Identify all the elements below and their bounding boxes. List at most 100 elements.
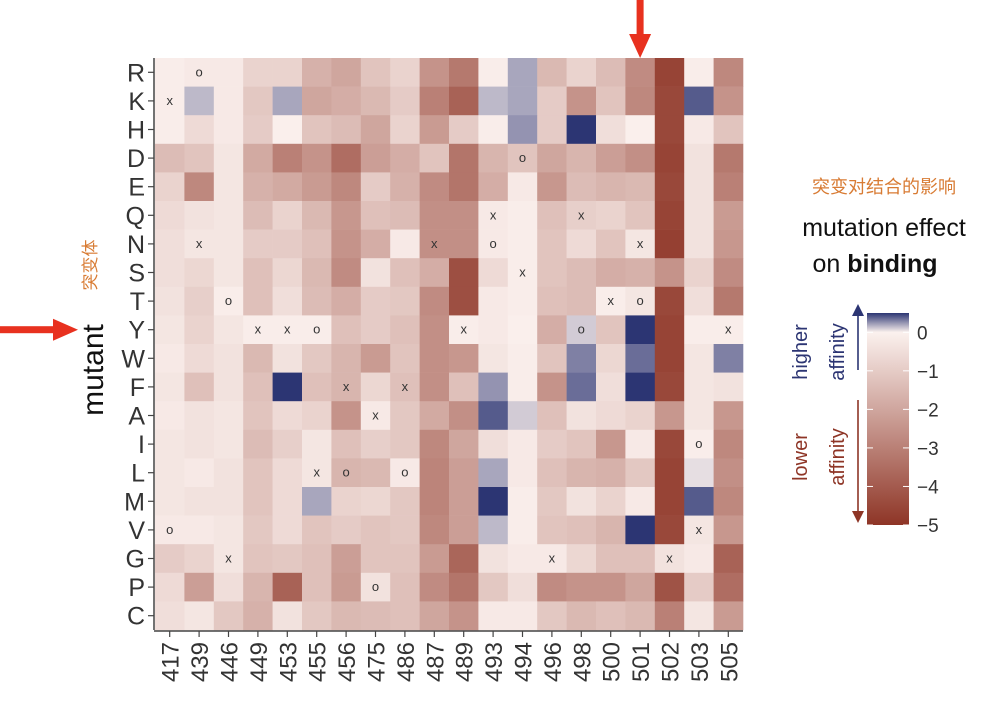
cell-marker-x: x — [490, 207, 497, 222]
heatmap-cell — [478, 315, 509, 345]
heatmap-cell — [566, 115, 597, 145]
heatmap-cell — [184, 401, 215, 431]
heatmap-cell — [360, 487, 391, 516]
heatmap-cell — [507, 401, 538, 431]
heatmap-cell — [302, 515, 332, 545]
cell-marker-o: o — [489, 236, 496, 251]
heatmap-cell — [684, 229, 714, 259]
heatmap-cell — [331, 401, 362, 431]
heatmap-cell — [272, 487, 303, 516]
heatmap-cell — [302, 315, 332, 345]
heatmap-cell — [390, 572, 420, 602]
heatmap-cell — [184, 601, 215, 631]
column-label: 486 — [393, 642, 420, 682]
heatmap-cell — [419, 258, 450, 288]
heatmap-cell — [243, 572, 273, 602]
heatmap-cell — [184, 86, 215, 116]
heatmap-cell — [419, 372, 450, 402]
heatmap-cell — [331, 115, 362, 145]
heatmap-cell — [331, 58, 362, 87]
heatmap-cell — [507, 229, 538, 259]
heatmap-cell — [184, 458, 215, 488]
heatmap-cell — [213, 58, 244, 87]
heatmap-cell — [243, 401, 273, 431]
heatmap-cell — [419, 401, 450, 431]
y-axis-label-zh: 突变体 — [81, 240, 101, 291]
heatmap-cell — [507, 86, 538, 116]
heatmap-cell — [684, 458, 714, 488]
column-label: 496 — [540, 642, 567, 682]
cell-marker-o: o — [519, 150, 526, 165]
heatmap-cell — [625, 372, 656, 402]
row-label: E — [128, 174, 145, 202]
cell-marker-x: x — [431, 236, 438, 251]
colorbar-tick-label: −3 — [917, 439, 939, 460]
title-zh: 突变对结合的影响 — [812, 177, 956, 198]
heatmap-cell — [537, 143, 567, 173]
higher-affinity-label-1: higher — [790, 324, 812, 380]
heatmap-cell — [360, 258, 391, 288]
heatmap-cell — [360, 515, 391, 545]
heatmap-cell — [155, 315, 185, 345]
heatmap-cell — [684, 401, 714, 431]
heatmap-cell — [654, 344, 685, 373]
heatmap-cell — [213, 143, 244, 173]
heatmap-cell — [537, 344, 567, 373]
row-label: A — [128, 403, 145, 431]
heatmap-cell — [654, 115, 685, 145]
heatmap-cell — [684, 286, 714, 316]
heatmap-cell — [654, 229, 685, 259]
heatmap-cell — [302, 572, 332, 602]
heatmap-cell — [302, 172, 332, 202]
heatmap-cell — [684, 344, 714, 373]
row-label: D — [127, 145, 145, 173]
cell-marker-x: x — [402, 379, 409, 394]
heatmap-cell — [360, 172, 391, 202]
cell-marker-x: x — [313, 465, 320, 480]
heatmap-cell — [713, 372, 744, 402]
heatmap-cell — [684, 86, 714, 116]
heatmap-cell — [478, 515, 509, 545]
heatmap-cell — [155, 143, 185, 173]
heatmap-cell — [596, 58, 626, 87]
heatmap-cell — [155, 172, 185, 202]
heatmap-cell — [596, 572, 626, 602]
heatmap-cell — [360, 372, 391, 402]
heatmap-cell — [684, 601, 714, 631]
heatmap-cell — [331, 315, 362, 345]
heatmap-cell — [390, 458, 420, 488]
heatmap-cell — [419, 572, 450, 602]
row-label: H — [127, 117, 145, 145]
heatmap-cell — [155, 229, 185, 259]
heatmap-cell — [478, 544, 509, 574]
heatmap-cell — [654, 286, 685, 316]
heatmap-cell — [331, 286, 362, 316]
heatmap-cell — [507, 315, 538, 345]
heatmap-cell — [449, 172, 479, 202]
cell-marker-x: x — [196, 236, 203, 251]
heatmap-cell — [272, 515, 303, 545]
heatmap-cell — [478, 429, 509, 459]
cell-marker-o: o — [313, 322, 320, 337]
heatmap-cell — [184, 572, 215, 602]
heatmap-cell — [537, 429, 567, 459]
heatmap-cell — [625, 401, 656, 431]
colorbar-tick-label: −5 — [917, 516, 939, 537]
heatmap-cell — [213, 286, 244, 316]
row-label: W — [121, 345, 145, 373]
cell-marker-x: x — [549, 551, 556, 566]
heatmap-cell — [331, 143, 362, 173]
heatmap-cell — [713, 86, 744, 116]
heatmap-cell — [331, 601, 362, 631]
heatmap-cell — [184, 143, 215, 173]
heatmap-cell — [243, 429, 273, 459]
heatmap-cell — [302, 458, 332, 488]
heatmap-cell — [537, 601, 567, 631]
heatmap-cell — [713, 515, 744, 545]
column-tick-labels: 417 439 446 449 453 455 456 475 486 487 489 493 494 4… — [158, 642, 744, 682]
heatmap-cell — [537, 286, 567, 316]
heatmap-cell — [596, 143, 626, 173]
heatmap-cell — [419, 172, 450, 202]
heatmap-cell — [713, 429, 744, 459]
